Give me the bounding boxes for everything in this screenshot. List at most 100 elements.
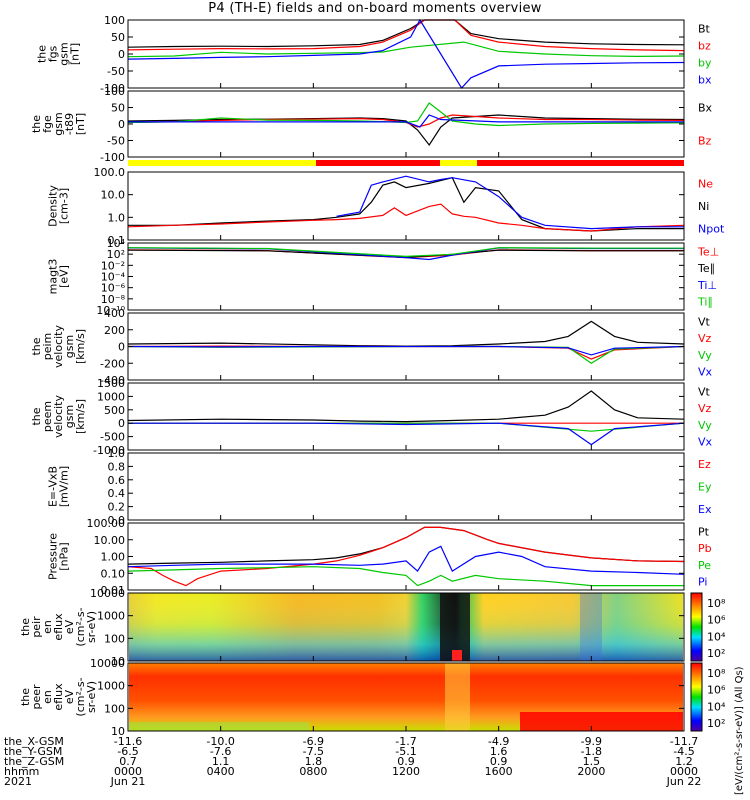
ephemeris-value: -6.5 (117, 745, 138, 758)
y-axis-label: velocity (52, 325, 65, 368)
ephemeris-value: -11.7 (670, 735, 698, 748)
y-axis-label: velocity (52, 395, 65, 438)
page-title: P4 (TH-E) fields and on-board moments ov… (208, 1, 542, 16)
series-fgs-by (127, 41, 685, 58)
y-tick-label: 50 (111, 31, 125, 44)
legend-peim-1: Vt (698, 315, 711, 328)
ephemeris-value: 1.2 (675, 755, 693, 768)
ephemeris-value: -5.1 (395, 745, 416, 758)
colorbar: [eV/(cm²-s-sr-eV)] (All Qs) (690, 592, 745, 795)
colorbar-tick-label: 10⁴ (707, 700, 726, 713)
y-tick-label: 500 (104, 404, 125, 417)
y-axis-label: en (41, 620, 54, 634)
ephemeris-value: -10.0 (206, 735, 234, 748)
panel-density: 100.0 10.0 1.0 0.1 Density[cm-3] Ne Ni Npot (47, 166, 725, 247)
legend-fgs-4: bx (698, 74, 712, 87)
y-tick-label: -50 (107, 65, 125, 78)
mode-bar-segment-slow (128, 160, 316, 166)
legend-pressure-2: Pb (698, 542, 712, 555)
ephemeris-value: -4.9 (488, 735, 509, 748)
ephemeris-value: -7.6 (210, 745, 231, 758)
ephemeris-value: Jun 21 (110, 775, 146, 788)
y-tick-label: 10⁻² (101, 259, 125, 272)
series-fge-by (127, 102, 685, 127)
ephemeris-value: 1.8 (305, 755, 323, 768)
y-tick-label: 10 (111, 725, 125, 738)
series-pressure-pb (127, 526, 685, 587)
ephemeris-value: 1.1 (212, 755, 230, 768)
legend-peem-3: Vy (698, 419, 712, 432)
colorbar-tick-label: 10⁶ (707, 684, 726, 697)
y-tick-label: 0.1 (108, 234, 126, 247)
y-tick-label: 10000 (90, 657, 125, 670)
legend-temp-2: Te∥ (697, 262, 715, 275)
ephemeris-value: 1.5 (583, 755, 601, 768)
y-tick-label: 0 (118, 118, 125, 131)
colorbar-tick-label: 10⁸ (707, 667, 726, 680)
series-fge-bxb (128, 114, 684, 128)
y-axis-label: gsm (63, 335, 76, 358)
legend-density-1: Ne (698, 177, 713, 190)
legend-temp-1: Te⊥ (697, 245, 719, 258)
legend-fge-1: Bx (698, 102, 713, 115)
ephemeris-value: -7.5 (303, 745, 324, 758)
y-tick-label: 10.00 (94, 534, 126, 547)
y-tick-label: 200 (104, 324, 125, 337)
legend-efield-2: Ey (698, 481, 712, 494)
spectrogram-peer-image (129, 663, 683, 731)
y-tick-label: 0.10 (101, 567, 126, 580)
colorbar-tick-label: 10⁸ (707, 597, 726, 610)
y-tick-label: -200 (100, 357, 125, 370)
ephemeris-row-label: the_X-GSM (4, 735, 64, 748)
y-tick-label: 1000 (97, 390, 125, 403)
y-tick-label: 1.0 (108, 211, 126, 224)
mode-bar-segment-slow (440, 160, 477, 166)
legend-fgs-2: bz (698, 40, 711, 53)
y-axis-label: E=-VxB (47, 466, 60, 507)
y-tick-label: -400 (100, 374, 125, 387)
y-tick-label: 10.0 (101, 189, 126, 202)
panel-frame (127, 452, 685, 521)
ephemeris-value: 0.9 (490, 755, 508, 768)
series-peim-vx (127, 345, 685, 356)
ephemeris-value: 0.9 (397, 755, 415, 768)
y-tick-label: 0.4 (108, 487, 126, 500)
y-tick-label: 1000 (97, 610, 125, 623)
y-axis-label: Density (47, 185, 60, 227)
y-axis-label: eflux (52, 613, 65, 641)
legend-pressure-3: Pe (698, 559, 711, 572)
mode-bar-segment-fast (477, 160, 684, 166)
y-tick-label: -1000 (93, 444, 125, 457)
legend-peem-1: Vt (698, 385, 711, 398)
panel-frame (127, 242, 685, 311)
y-tick-label: 1.0 (108, 447, 126, 460)
spectrogram-peir-image (129, 593, 683, 661)
ephemeris-row-label: 2021 (4, 775, 32, 788)
colorbar-tick-label: 10² (707, 717, 725, 730)
y-axis-label: sr-eV) (85, 681, 98, 713)
colorbar-tick-label: 10⁶ (707, 614, 726, 627)
legend-fge-2: Bz (698, 135, 712, 148)
legend-efield-1: Ez (698, 458, 711, 471)
colorbar-lower (690, 662, 703, 732)
y-axis-label: [mV/m] (58, 466, 71, 507)
y-tick-label: 100 (104, 85, 125, 98)
y-tick-label: 10⁻⁸ (101, 293, 126, 306)
colorbar-label: [eV/(cm²-s-sr-eV)] (All Qs) (734, 666, 745, 795)
y-axis-label: Pressure (47, 533, 60, 580)
ephemeris-value: 0.7 (119, 755, 137, 768)
y-axis-label: the (19, 618, 32, 636)
y-tick-label: 100 (104, 632, 125, 645)
y-tick-label: 0.8 (108, 460, 126, 473)
y-tick-label: 10 (111, 655, 125, 668)
y-axis-label: the (30, 407, 43, 425)
panel-frame (127, 90, 685, 158)
y-axis-label: gsm (52, 112, 65, 135)
y-axis-label: peir (30, 616, 43, 638)
colorbar-tick-label: 10² (707, 647, 725, 660)
y-tick-label: -100 (100, 82, 125, 95)
legend-peim-4: Vx (698, 366, 713, 379)
